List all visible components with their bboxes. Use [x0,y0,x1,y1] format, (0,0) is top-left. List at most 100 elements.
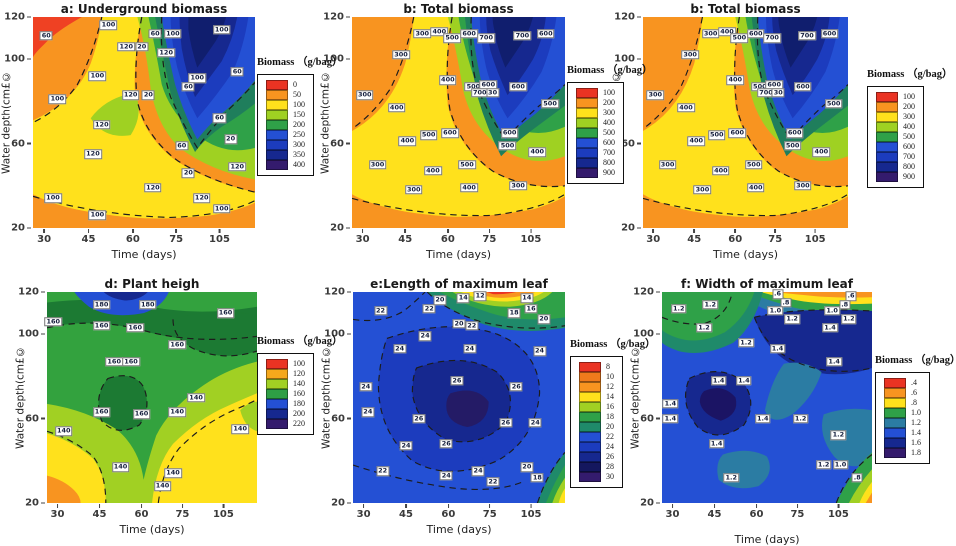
legend-color-swatch [876,122,898,132]
contour-label: 20 [452,318,466,329]
legend-row: 1.2 [884,418,921,428]
legend-row: 10 [579,372,614,382]
legend-color-swatch [266,379,288,389]
legend-color-swatch [884,398,906,408]
contour-label: 500 [498,140,517,151]
legend-row: 200 [266,120,305,130]
legend-value: 300 [293,140,305,149]
legend-row: 220 [266,419,305,429]
y-tick-label: 100 [323,54,350,65]
contour-label: 120 [192,193,211,204]
legend-color-swatch [266,389,288,399]
legend-row: 900 [876,172,915,182]
y-tick-label: 60 [25,413,45,424]
legend-value: 900 [903,172,915,181]
contour-label: 22 [465,321,479,331]
contour-label: 600 [728,128,747,138]
legend-value: 16 [606,402,614,411]
x-tick-label: 30 [646,229,660,245]
x-tick-label: 45 [93,504,107,520]
legend-value: 500 [603,128,615,137]
subplot-c: b: Total biomass Water depth(cm£© [611,2,953,261]
legend-row: 160 [266,389,305,399]
contour-label: 300 [509,181,527,191]
contour-label: 20 [135,41,149,52]
contour-label: 400 [726,75,745,86]
legend-row: 300 [266,140,305,150]
x-tick-label: 30 [357,504,371,520]
contour-label: 20 [433,295,447,306]
legend-row: 600 [876,142,915,152]
legend-value: 1.8 [911,448,921,457]
legend-row: 700 [876,152,915,162]
contour-label: 140 [231,424,249,434]
legend-title: Biomass （g/bag） [257,57,343,68]
legend-title: Biomass （g/bag） [867,69,953,80]
contour-label: 160 [92,407,111,417]
y-tick-label: 20 [330,223,350,234]
contour-label: 160 [132,409,151,420]
contour-label: 22 [422,304,436,314]
contour-label: 500 [541,98,559,109]
contour-label: 400 [430,27,449,37]
legend-value: 18 [606,412,614,421]
contour-label: 24 [418,331,432,342]
legend-row: .8 [884,398,921,408]
contour-label: 24 [359,382,373,392]
contour-label: 400 [528,147,547,157]
legend-title: Biomass （g/bag） [570,339,656,350]
legend-color-swatch [579,392,601,402]
legend-color-swatch [266,90,288,100]
legend-color-swatch [266,140,288,150]
legend-row: 22 [579,432,614,442]
legend-row: 30 [579,472,614,482]
y-tick-label: 100 [614,54,641,65]
legend-value: 100 [603,88,615,97]
legend-color-swatch [876,142,898,152]
contour-label: 140 [153,481,172,491]
subplot-d: d: Plant heigh Water depth(cm£© [15,277,343,536]
legend-value: 300 [603,108,615,117]
contour-label: 500 [783,140,802,151]
legend-row: 12 [579,382,614,392]
legend-box: 100 120 140 160 180 200 220 [257,353,314,435]
legend-color-swatch [579,362,601,372]
contour-label: 700 [763,33,781,43]
contour-label: 160 [126,323,144,333]
contour-label: .8 [780,297,792,308]
legend-color-swatch [579,462,601,472]
contour-label: 24 [399,441,413,451]
legend-f: Biomass （g/bag） .4.6.8 1.0 1.2 1.4 1.6 1.8 [875,352,956,464]
contour-label: 1.4 [708,439,725,449]
legend-row: .4 [884,378,921,388]
legend-row: 1.6 [884,438,921,448]
legend-box: 100 200 300 400 500 600 700 800 900 [567,82,624,184]
legend-value: 160 [293,389,305,398]
y-tick-label: 60 [621,138,641,149]
contour-label: 20 [520,462,534,472]
x-tick-label: 30 [666,504,680,520]
legend-box: .4.6.8 1.0 1.2 1.4 1.6 1.8 [875,372,930,464]
legend-row: 400 [876,122,915,132]
contour-label: 1.2 [702,299,719,310]
legend-color-swatch [266,359,288,369]
legend-color-swatch [266,409,288,419]
legend-title: Biomass （g/bag） [875,355,956,366]
legend-value: 800 [903,162,915,171]
contour-label: 180 [92,299,111,310]
contour-label: 120 [84,149,102,159]
plot-title-d: d: Plant heigh [104,277,200,291]
x-tick-label: 75 [482,229,496,245]
legend-value: 20 [606,422,614,431]
contour-label: 160 [122,356,140,367]
legend-value: 10 [606,372,614,381]
legend-d: Biomass （g/bag） 100 120 140 160 180 200 220 [257,333,342,435]
contour-label: 24 [361,407,375,417]
y-tick-label: 60 [11,138,31,149]
contour-label: 26 [499,418,513,428]
subplot-f: f: Width of maximum leaf Water depth(cm£… [630,277,956,546]
contour-label: 1.2 [671,304,687,314]
legend-color-swatch [884,448,906,458]
legend-row: 50 [266,90,305,100]
legend-color-swatch [266,100,288,110]
